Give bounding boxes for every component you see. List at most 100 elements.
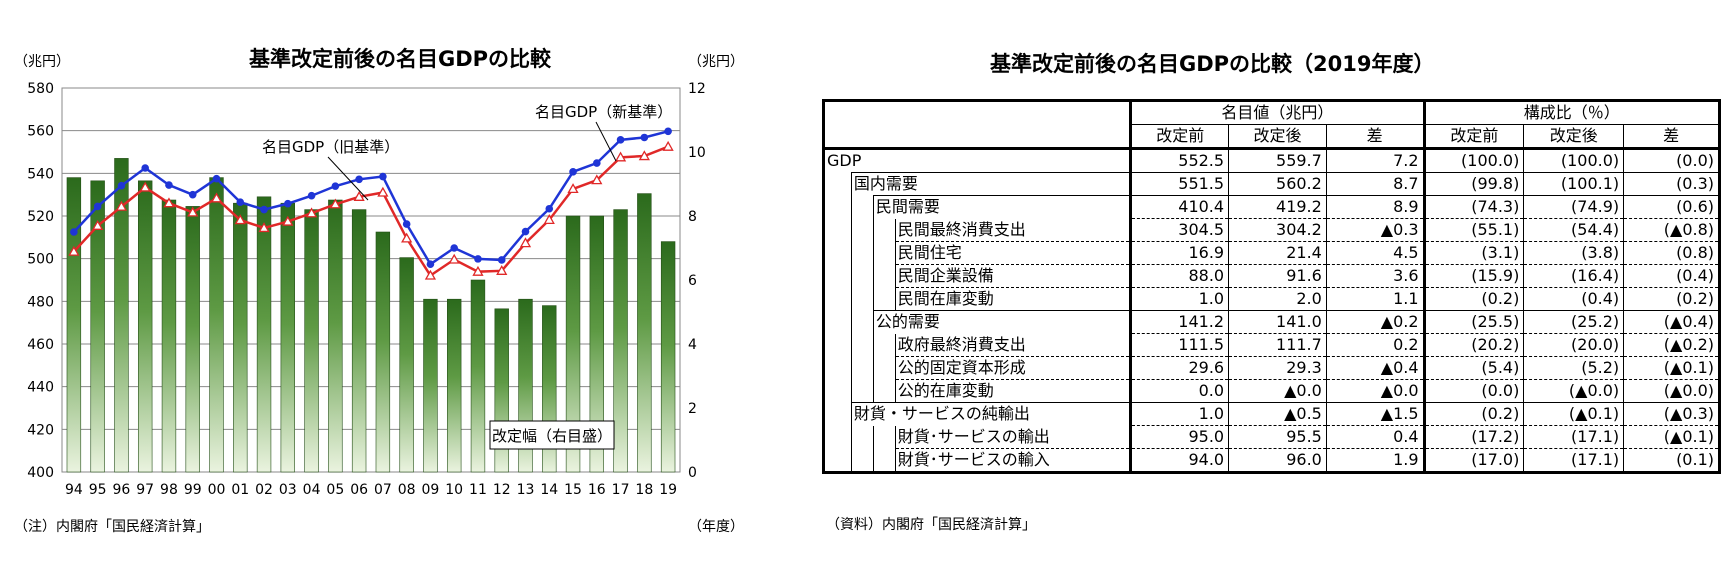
series-line-new-basis (72, 130, 669, 266)
bar (209, 177, 224, 473)
indent-cell (872, 218, 896, 242)
value-cell: (▲0.1) (1523, 402, 1624, 426)
x-tick-label: 03 (279, 482, 297, 498)
indent-cell (850, 356, 874, 380)
x-tick-label: 15 (564, 482, 582, 498)
point-old-basis (591, 174, 603, 185)
point-new-basis (616, 136, 625, 144)
bar (328, 199, 343, 473)
value-cell: 560.2 (1228, 172, 1327, 196)
indent-cell (822, 241, 852, 265)
point-new-basis (402, 220, 411, 228)
value-cell: (▲0.4) (1623, 310, 1721, 334)
point-old-basis (187, 206, 199, 217)
bar (423, 298, 438, 473)
value-cell: (74.3) (1422, 195, 1524, 219)
table-row: 公的在庫変動 0.0 ▲0.0 ▲0.0 (0.0) (▲0.0) (▲0.0) (822, 379, 1721, 403)
value-cell: (20.2) (1422, 333, 1524, 357)
row-label: 民間企業設備 (894, 264, 1131, 288)
point-new-basis (640, 133, 649, 142)
x-tick-label: 97 (136, 482, 154, 498)
point-new-basis (426, 260, 435, 269)
table-note: （資料）内閣府「国民経済計算」 (826, 517, 1036, 533)
value-cell: 304.2 (1228, 218, 1327, 242)
indent-cell (872, 241, 896, 265)
x-tick-label: 07 (374, 482, 392, 498)
bar (233, 202, 248, 473)
value-cell: 16.9 (1129, 241, 1229, 265)
indent-cell (822, 264, 852, 288)
point-old-basis (68, 245, 80, 256)
point-old-basis (115, 200, 128, 211)
row-label: 財貨･サービスの輸入 (894, 448, 1131, 474)
point-old-basis (519, 237, 532, 248)
indent-cell (822, 425, 852, 449)
bar (351, 209, 367, 473)
point-new-basis (450, 244, 458, 252)
x-tick-label: 99 (184, 482, 202, 498)
indent-cell (872, 379, 896, 403)
value-cell: (0.0) (1623, 147, 1721, 173)
indent-cell (822, 310, 852, 334)
point-old-basis (614, 151, 627, 162)
value-cell: 111.5 (1129, 333, 1229, 357)
value-cell: 0.2 (1325, 333, 1425, 357)
point-old-basis (401, 232, 413, 243)
header-column-row: 改定前 改定後 差 改定前 改定後 差 (821, 124, 1721, 149)
x-tick-label: 04 (303, 482, 321, 498)
table-row: 民間最終消費支出 304.5 304.2 ▲0.3 (55.1) (54.4) (▲0.8) (822, 218, 1721, 242)
value-cell: 8.7 (1325, 172, 1425, 196)
indent-cell (850, 379, 874, 403)
value-cell: 88.0 (1129, 264, 1229, 288)
chart-title: 基準改定前後の名目GDPの比較 (249, 47, 552, 71)
point-new-basis (474, 255, 482, 263)
value-cell: (25.5) (1422, 310, 1524, 334)
left-tick-label: 400 (27, 465, 54, 481)
indent-cell (850, 287, 874, 311)
value-cell: 8.9 (1325, 195, 1425, 219)
point-old-basis (543, 214, 555, 224)
point-old-basis (424, 269, 437, 280)
right-tick-label: 12 (688, 81, 706, 97)
bar (114, 158, 129, 473)
left-tick-label: 480 (27, 294, 54, 310)
value-cell: (0.0) (1422, 379, 1524, 403)
value-cell: (3.8) (1523, 241, 1624, 265)
column-header: 改定後 (1228, 124, 1327, 149)
bar (589, 215, 605, 473)
value-cell: (54.4) (1523, 218, 1624, 242)
table-row: 財貨･サービスの輸入 94.0 96.0 1.9 (17.0) (17.1) (0.1) (822, 448, 1721, 474)
point-old-basis (92, 219, 104, 230)
point-new-basis (355, 175, 363, 184)
x-tick-label: 06 (350, 482, 368, 498)
point-new-basis (165, 181, 173, 189)
x-tick-label: 94 (65, 482, 83, 498)
value-cell: 1.9 (1325, 448, 1425, 474)
value-cell: (▲0.1) (1623, 356, 1721, 380)
annotation-new-basis: 名目GDP（新基準） (535, 103, 672, 121)
point-new-basis (236, 198, 245, 206)
left-tick-label: 520 (27, 209, 54, 225)
left-tick-label: 500 (27, 252, 54, 268)
value-cell: (▲0.3) (1623, 402, 1721, 426)
column-header: 改定後 (1523, 124, 1624, 149)
point-new-basis (117, 181, 126, 190)
row-label: 民間在庫変動 (894, 287, 1131, 311)
column-header: 改定前 (1422, 124, 1524, 149)
row-label: 公的在庫変動 (894, 379, 1131, 403)
point-new-basis (188, 190, 197, 199)
column-header: 差 (1325, 124, 1425, 149)
bar (375, 231, 391, 473)
point-old-basis (662, 140, 674, 151)
row-label: 財貨･サービスの輸出 (894, 425, 1131, 449)
row-label: 公的需要 (872, 310, 1131, 334)
value-cell: (▲0.1) (1623, 425, 1721, 449)
indent-cell (822, 333, 852, 357)
chart-note: （注）内閣府「国民経済計算」 (14, 519, 210, 535)
right-tick-label: 6 (688, 273, 697, 289)
indent-cell (822, 402, 852, 426)
right-tick-label: 2 (688, 401, 697, 417)
table-row: 民間在庫変動 1.0 2.0 1.1 (0.2) (0.4) (0.2) (822, 287, 1721, 311)
column-header: 差 (1623, 124, 1721, 149)
bar (660, 241, 676, 473)
